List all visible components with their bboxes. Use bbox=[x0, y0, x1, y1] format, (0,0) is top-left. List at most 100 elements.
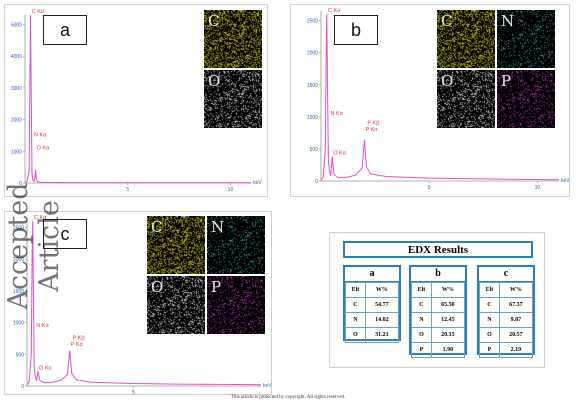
edx-group-a: a Elt W% C 54.77 N 14.02 O 31.21 bbox=[343, 265, 401, 343]
y-tick-label: 2500 bbox=[307, 19, 318, 25]
element-map-label: C bbox=[441, 12, 453, 30]
element-map-texture bbox=[437, 10, 495, 68]
table-cell: N bbox=[411, 312, 432, 328]
y-tick-label: 1000 bbox=[307, 115, 318, 121]
element-map-label: C bbox=[208, 12, 220, 30]
table-row: N 12.45 bbox=[411, 312, 466, 328]
table-cell: 54.77 bbox=[364, 297, 400, 313]
x-tick-label: 5 bbox=[428, 185, 431, 191]
element-map-label: O bbox=[441, 72, 454, 90]
element-map-c-p: P bbox=[207, 276, 265, 334]
table-row: N 9.87 bbox=[479, 312, 534, 328]
table-header-cell: W% bbox=[430, 282, 466, 298]
table-cell: 31.21 bbox=[364, 327, 400, 343]
spectrum-panel-a: 0 1000 2000 3000 4000 5000 5 10 keV C Kα N Kα O Kα … bbox=[4, 4, 268, 197]
peak-label: P Kβ bbox=[367, 120, 379, 126]
peak-label: C Kα bbox=[34, 215, 47, 221]
edx-group-table: Elt W% C 67.37 N 9.87 O 20.57 P 2.19 bbox=[479, 282, 534, 358]
x-tick-label: 10 bbox=[228, 187, 234, 193]
table-header-cell: Elt bbox=[479, 282, 500, 298]
element-map-a-o: O bbox=[204, 70, 262, 128]
table-row: P 1.90 bbox=[411, 342, 466, 358]
y-tick-label: 2000 bbox=[13, 257, 24, 263]
table-row: Elt W% bbox=[479, 282, 534, 298]
element-map-texture bbox=[437, 70, 495, 128]
edx-group-table: Elt W% C 65.50 N 12.45 O 20.15 P 1.90 bbox=[411, 282, 466, 358]
peak-label: P Kα bbox=[71, 342, 84, 348]
element-map-label: O bbox=[208, 72, 221, 90]
element-map-c-n: N bbox=[207, 216, 265, 274]
element-map-c-c: C bbox=[147, 216, 205, 274]
table-cell: 20.57 bbox=[498, 327, 534, 343]
table-row: C 54.77 bbox=[345, 297, 400, 313]
y-tick-label: 1000 bbox=[11, 149, 22, 155]
edx-group-header: c bbox=[479, 267, 533, 282]
edx-group-c: c Elt W% C 67.37 N 9.87 O 20.57 P 2.19 bbox=[477, 265, 535, 358]
element-map-texture bbox=[147, 276, 205, 334]
element-map-texture bbox=[207, 216, 265, 274]
element-map-texture bbox=[207, 276, 265, 334]
table-row: Elt W% bbox=[345, 282, 400, 298]
peak-label: P Kβ bbox=[73, 336, 85, 342]
y-tick-label: 500 bbox=[310, 147, 319, 153]
x-tick-label: 5 bbox=[132, 390, 135, 396]
table-row: O 20.57 bbox=[479, 327, 534, 343]
peak-label: C Kα bbox=[328, 8, 341, 14]
panel-label-a: a bbox=[43, 15, 87, 45]
table-cell: 2.19 bbox=[498, 342, 534, 358]
table-row: C 67.37 bbox=[479, 297, 534, 313]
table-cell: O bbox=[345, 327, 366, 343]
spectrum-chart-b: 0 500 1000 1500 2000 2500 5 10 keV C Kα N Kα O Kα P … bbox=[307, 8, 570, 191]
table-cell: C bbox=[411, 297, 432, 313]
table-cell: 9.87 bbox=[498, 312, 534, 328]
table-cell: 14.02 bbox=[364, 312, 400, 328]
y-tick-label: 0 bbox=[315, 179, 318, 185]
x-tick-label: 10 bbox=[535, 185, 541, 191]
element-map-label: P bbox=[211, 278, 222, 296]
x-axis-unit: keV bbox=[253, 180, 262, 186]
element-map-texture bbox=[497, 70, 555, 128]
table-cell: 65.50 bbox=[430, 297, 466, 313]
table-cell: O bbox=[479, 327, 500, 343]
table-cell: N bbox=[345, 312, 366, 328]
edx-group-header: b bbox=[411, 267, 465, 282]
panel-label-c: c bbox=[43, 219, 87, 249]
y-tick-label: 2000 bbox=[307, 51, 318, 57]
element-map-a-c: C bbox=[204, 10, 262, 68]
element-map-label: P bbox=[501, 72, 512, 90]
table-row: Elt W% bbox=[411, 282, 466, 298]
element-map-b-c: C bbox=[437, 10, 495, 68]
element-map-c-o: O bbox=[147, 276, 205, 334]
table-row: O 31.21 bbox=[345, 327, 400, 343]
peak-label: C Kα bbox=[32, 9, 45, 15]
element-map-label: N bbox=[501, 12, 515, 30]
element-map-label: N bbox=[211, 218, 225, 236]
table-row: O 20.15 bbox=[411, 327, 466, 343]
table-cell: P bbox=[479, 342, 500, 358]
edx-results-title: EDX Results bbox=[343, 241, 533, 258]
copyright-footer: This article is protected by copyright. … bbox=[230, 395, 346, 400]
y-tick-label: 2500 bbox=[13, 226, 24, 232]
y-tick-label: 1500 bbox=[307, 83, 318, 89]
peak-label: N Kα bbox=[330, 111, 343, 117]
table-row: C 65.50 bbox=[411, 297, 466, 313]
spectrum-chart-c: 0 500 1000 1500 2000 2500 5 keV C Kα N Kα O Kα P Kβ… bbox=[13, 215, 272, 396]
edx-group-b: b Elt W% C 65.50 N 12.45 O 20.15 P 1.90 bbox=[409, 265, 467, 358]
element-map-texture bbox=[147, 216, 205, 274]
accepted-article-watermark: Accepted Article bbox=[3, 182, 65, 310]
edx-results-table: EDX Results a Elt W% C 54.77 N 14.02 O 3… bbox=[329, 232, 545, 368]
element-map-label: O bbox=[151, 278, 164, 296]
edx-group-header: a bbox=[345, 267, 399, 282]
spectrum-line bbox=[320, 14, 560, 181]
table-cell: C bbox=[345, 297, 366, 313]
y-tick-label: 500 bbox=[16, 352, 25, 358]
edx-group-table: Elt W% C 54.77 N 14.02 O 31.21 bbox=[345, 282, 400, 343]
table-header-cell: Elt bbox=[411, 282, 432, 298]
spectrum-chart-a: 0 1000 2000 3000 4000 5000 5 10 keV C Kα N Kα O Kα bbox=[11, 9, 262, 193]
element-map-texture bbox=[497, 10, 555, 68]
y-tick-label: 0 bbox=[21, 384, 24, 390]
spectrum-line bbox=[24, 14, 251, 184]
y-tick-label: 5000 bbox=[11, 23, 22, 29]
table-cell: C bbox=[479, 297, 500, 313]
y-tick-label: 0 bbox=[19, 181, 22, 187]
